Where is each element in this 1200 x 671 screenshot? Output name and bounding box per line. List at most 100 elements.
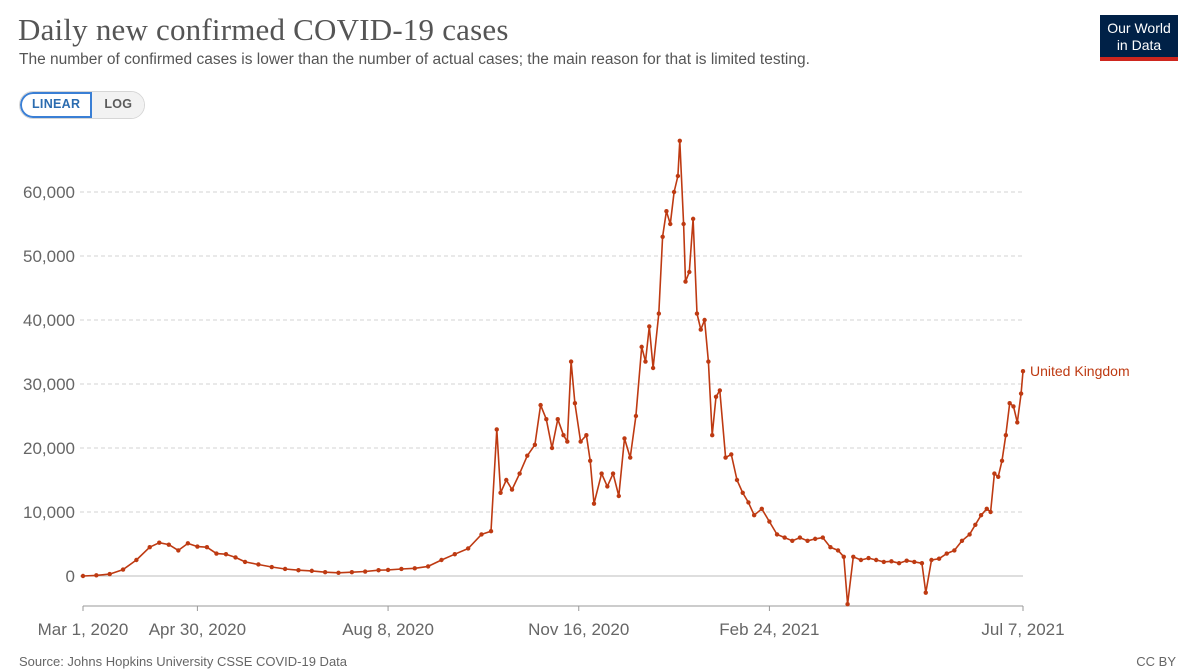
- data-point[interactable]: [538, 402, 543, 408]
- data-point[interactable]: [996, 474, 1001, 479]
- data-point[interactable]: [488, 529, 494, 534]
- data-point[interactable]: [107, 571, 112, 577]
- data-point[interactable]: [214, 551, 219, 556]
- data-point[interactable]: [668, 221, 673, 227]
- data-point[interactable]: [185, 541, 191, 546]
- series-line[interactable]: [82, 140, 1024, 605]
- data-point[interactable]: [633, 413, 639, 419]
- data-point[interactable]: [439, 557, 444, 563]
- data-point[interactable]: [296, 568, 301, 573]
- data-point[interactable]: [851, 554, 856, 559]
- data-point[interactable]: [660, 234, 665, 239]
- data-point[interactable]: [694, 311, 700, 316]
- data-point[interactable]: [835, 548, 841, 553]
- data-point[interactable]: [425, 564, 431, 569]
- data-point[interactable]: [828, 545, 833, 550]
- data-point[interactable]: [568, 359, 574, 364]
- data-point[interactable]: [94, 573, 99, 578]
- data-point[interactable]: [812, 536, 818, 542]
- data-point[interactable]: [242, 559, 248, 565]
- data-point[interactable]: [936, 556, 942, 561]
- data-point[interactable]: [944, 551, 949, 556]
- data-point[interactable]: [656, 311, 662, 316]
- data-point[interactable]: [677, 138, 682, 143]
- data-point[interactable]: [498, 490, 503, 495]
- data-point[interactable]: [628, 455, 633, 460]
- data-point[interactable]: [204, 545, 210, 550]
- data-point[interactable]: [740, 490, 745, 495]
- data-point[interactable]: [873, 557, 879, 563]
- data-point[interactable]: [690, 216, 696, 222]
- data-point[interactable]: [805, 538, 810, 543]
- data-point[interactable]: [723, 455, 728, 460]
- data-point[interactable]: [734, 477, 740, 483]
- data-point[interactable]: [845, 601, 850, 607]
- data-point[interactable]: [643, 359, 648, 364]
- data-point[interactable]: [675, 173, 681, 179]
- data-point[interactable]: [591, 501, 597, 506]
- data-point[interactable]: [565, 439, 570, 444]
- linear-scale-button[interactable]: LINEAR: [20, 92, 93, 118]
- data-point[interactable]: [610, 471, 616, 476]
- data-point[interactable]: [587, 458, 593, 463]
- data-point[interactable]: [774, 532, 780, 537]
- data-point[interactable]: [639, 344, 644, 350]
- data-point[interactable]: [713, 394, 719, 399]
- data-point[interactable]: [841, 554, 846, 559]
- data-point[interactable]: [561, 433, 566, 438]
- data-point[interactable]: [349, 569, 355, 575]
- data-point[interactable]: [671, 189, 677, 195]
- data-point[interactable]: [904, 558, 909, 563]
- data-point[interactable]: [525, 453, 530, 458]
- data-point[interactable]: [896, 561, 902, 566]
- data-point[interactable]: [978, 513, 984, 518]
- data-point[interactable]: [399, 566, 404, 572]
- license-note[interactable]: CC BY: [1136, 654, 1176, 669]
- data-point[interactable]: [1018, 391, 1024, 396]
- data-point[interactable]: [729, 452, 734, 457]
- data-point[interactable]: [282, 566, 288, 572]
- data-point[interactable]: [269, 564, 274, 570]
- data-point[interactable]: [385, 567, 391, 573]
- data-point[interactable]: [919, 561, 925, 566]
- data-point[interactable]: [973, 522, 978, 527]
- data-point[interactable]: [544, 417, 549, 422]
- data-point[interactable]: [647, 324, 652, 329]
- data-point[interactable]: [1015, 420, 1020, 425]
- data-point[interactable]: [362, 569, 368, 574]
- data-point[interactable]: [959, 538, 965, 543]
- data-point[interactable]: [1007, 401, 1012, 406]
- data-point[interactable]: [664, 209, 669, 214]
- data-point[interactable]: [80, 573, 86, 579]
- data-point[interactable]: [599, 471, 604, 476]
- data-point[interactable]: [195, 544, 200, 549]
- data-point[interactable]: [967, 532, 972, 537]
- data-point[interactable]: [889, 559, 894, 564]
- data-point[interactable]: [717, 388, 723, 393]
- data-point[interactable]: [549, 445, 555, 451]
- data-point[interactable]: [929, 557, 934, 563]
- data-point[interactable]: [532, 442, 538, 447]
- data-point[interactable]: [336, 570, 341, 575]
- data-point[interactable]: [578, 439, 583, 444]
- data-point[interactable]: [702, 317, 707, 323]
- data-point[interactable]: [912, 559, 917, 565]
- data-point[interactable]: [1003, 433, 1009, 438]
- data-point[interactable]: [166, 542, 172, 547]
- data-point[interactable]: [309, 568, 315, 574]
- data-point[interactable]: [999, 458, 1005, 463]
- data-point[interactable]: [650, 365, 656, 371]
- data-point[interactable]: [687, 269, 692, 275]
- data-point[interactable]: [866, 555, 871, 561]
- data-point[interactable]: [322, 569, 328, 575]
- data-point[interactable]: [952, 548, 957, 553]
- data-point[interactable]: [584, 433, 589, 438]
- data-point[interactable]: [622, 436, 627, 441]
- owid-logo[interactable]: Our World in Data: [1100, 15, 1178, 61]
- data-point[interactable]: [881, 559, 887, 565]
- data-point[interactable]: [698, 327, 703, 332]
- data-point[interactable]: [782, 535, 787, 540]
- data-point[interactable]: [992, 471, 997, 476]
- data-point[interactable]: [223, 552, 229, 557]
- data-point[interactable]: [797, 535, 803, 540]
